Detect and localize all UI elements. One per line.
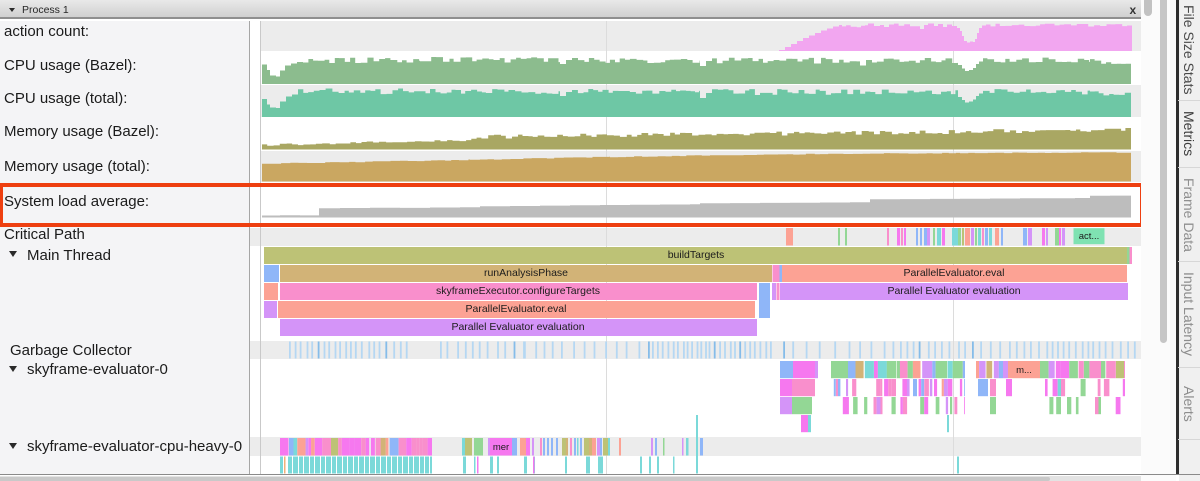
svg-text:act...: act... — [1079, 231, 1100, 242]
svg-text:ParallelEvaluator.eval: ParallelEvaluator.eval — [466, 303, 567, 315]
svg-text:mer: mer — [493, 442, 509, 453]
svg-text:skyframeExecutor.configureTarg: skyframeExecutor.configureTargets — [436, 285, 600, 297]
svg-text:ParallelEvaluator.eval: ParallelEvaluator.eval — [904, 267, 1005, 279]
svg-text:m...: m... — [1016, 365, 1032, 376]
svg-text:Parallel Evaluator evaluation: Parallel Evaluator evaluation — [887, 285, 1020, 297]
svg-text:runAnalysisPhase: runAnalysisPhase — [484, 267, 568, 279]
svg-text:buildTargets: buildTargets — [668, 249, 725, 261]
svg-text:Parallel Evaluator evaluation: Parallel Evaluator evaluation — [451, 321, 584, 333]
